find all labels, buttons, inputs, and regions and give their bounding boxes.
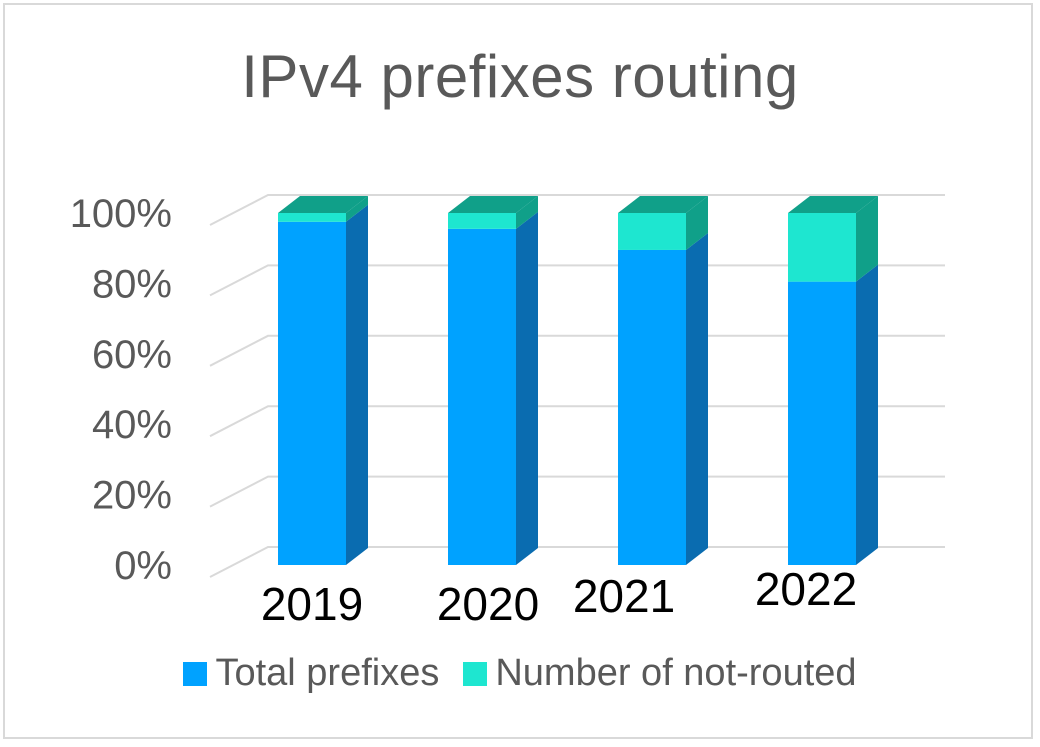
bar-not-routed-2021 xyxy=(618,213,686,250)
gridline xyxy=(209,475,945,508)
bar-not-routed-side-2021 xyxy=(686,196,708,250)
y-tick-label: 100% xyxy=(70,192,172,236)
legend-swatch-total xyxy=(183,661,208,686)
bar-not-routed-2019 xyxy=(278,213,346,222)
bar-total-2022 xyxy=(788,281,856,565)
bar-top-2020 xyxy=(448,196,538,213)
gridline xyxy=(209,264,945,297)
bar-not-routed-2020 xyxy=(448,213,516,229)
gridline xyxy=(209,405,945,438)
y-tick-label: 0% xyxy=(114,544,172,588)
bar-not-routed-side-2022 xyxy=(856,196,878,282)
bar-not-routed-side-2020 xyxy=(516,196,538,229)
bar-total-2019 xyxy=(278,221,346,566)
bar-not-routed-2022 xyxy=(788,213,856,282)
legend-label-not-routed: Number of not-routed xyxy=(495,652,857,694)
gridline xyxy=(209,334,945,367)
bar-total-side-2021 xyxy=(686,232,708,565)
chart-legend: Total prefixes Number of not-routed xyxy=(0,652,1040,695)
gridline xyxy=(209,546,945,578)
bar-total-side-2022 xyxy=(856,264,878,565)
bar-total-2021 xyxy=(618,249,686,565)
bar-total-2020 xyxy=(448,228,516,565)
bar-top-2022 xyxy=(788,196,878,213)
y-tick-label: 60% xyxy=(92,333,172,377)
bar-top-2021 xyxy=(618,196,708,213)
y-tick-label: 20% xyxy=(92,474,172,518)
x-tick-label: 2021 xyxy=(573,570,675,622)
chart-title: IPv4 prefixes routing xyxy=(241,43,799,110)
legend-swatch-not-routed xyxy=(463,661,488,686)
legend-label-total: Total prefixes xyxy=(215,652,440,694)
x-tick-label: 2020 xyxy=(437,578,539,630)
x-tick-label: 2019 xyxy=(261,578,363,630)
y-tick-label: 40% xyxy=(92,403,172,447)
x-tick-label: 2022 xyxy=(755,563,857,615)
legend-item-not-routed: Number of not-routed xyxy=(463,652,857,695)
bar-total-side-2020 xyxy=(516,211,538,565)
bar-total-side-2019 xyxy=(346,204,368,566)
bar-top-2019 xyxy=(278,196,368,213)
bar-not-routed-side-2019 xyxy=(346,196,368,222)
gridline xyxy=(209,194,945,226)
y-tick-label: 80% xyxy=(92,262,172,306)
legend-item-total: Total prefixes xyxy=(183,652,439,695)
